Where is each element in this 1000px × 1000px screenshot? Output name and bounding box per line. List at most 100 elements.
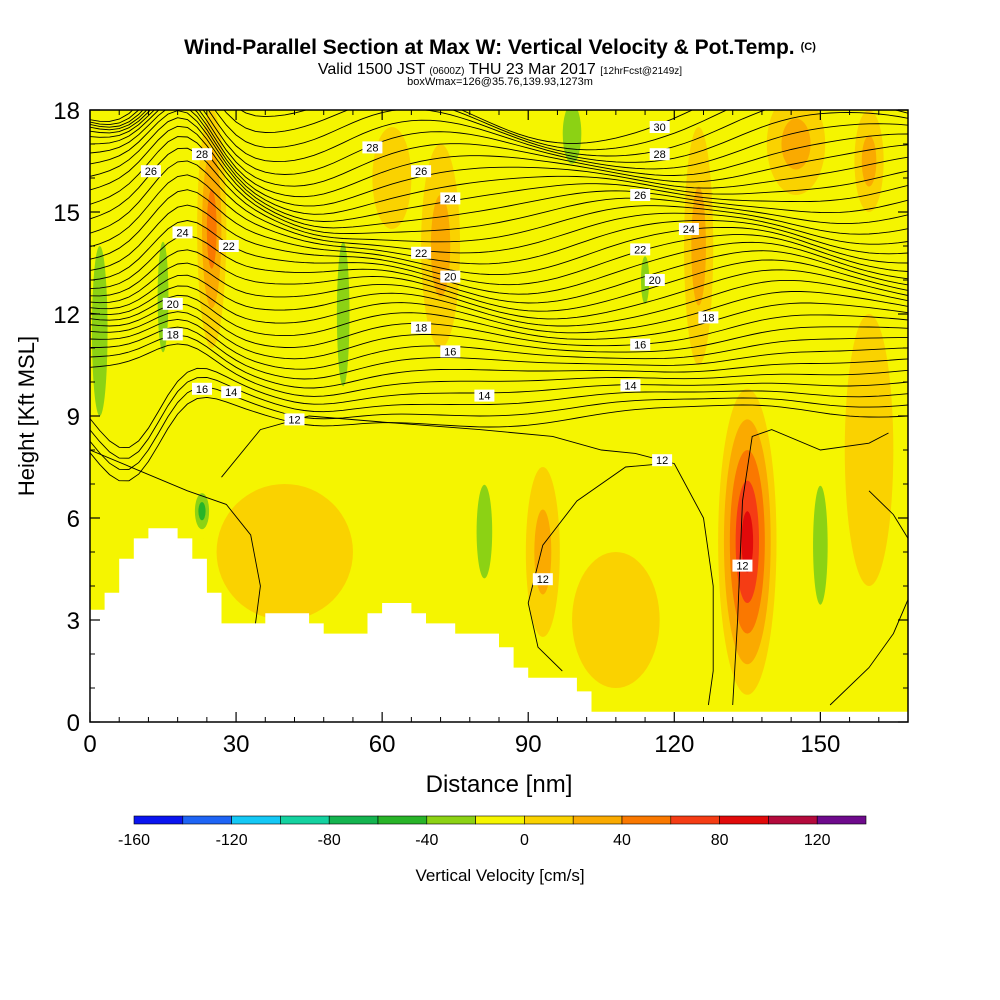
contour-label-bg xyxy=(649,148,670,161)
contour-label-text: 28 xyxy=(654,149,666,161)
contour-label-bg xyxy=(191,382,212,395)
contour-label: 18 xyxy=(698,311,719,324)
subtitle-utc: (0600Z) xyxy=(429,66,465,77)
velocity-band xyxy=(813,485,828,605)
velocity-band xyxy=(91,246,108,416)
contour-label: 14 xyxy=(474,389,495,403)
isentrope-line xyxy=(90,262,908,320)
terrain-mask xyxy=(90,528,908,722)
velocity-band xyxy=(861,135,877,187)
subtitle-run: [12hrFcst@2149z] xyxy=(600,66,683,77)
isentrope-line xyxy=(90,318,908,370)
isentrope-line xyxy=(90,110,908,175)
isentrope-line-12 xyxy=(868,490,908,539)
contour-label: 24 xyxy=(172,226,193,239)
contour-label: 12 xyxy=(284,413,305,426)
chart-title-text: Wind-Parallel Section at Max W: Vertical… xyxy=(184,36,795,59)
colorbar-tick-label: -40 xyxy=(415,832,438,849)
colorbar-swatch xyxy=(377,815,428,825)
colorbar-swatch xyxy=(231,815,281,825)
contour-label: 14 xyxy=(620,379,641,392)
colorbar-swatch xyxy=(719,815,769,825)
colorbar-tick-label: 120 xyxy=(804,832,831,849)
isentrope-line-12 xyxy=(90,449,261,624)
isentrope-line xyxy=(90,174,908,265)
contour-label-text: 24 xyxy=(444,193,456,205)
isentrope-line xyxy=(90,294,908,340)
contour-label-text: 28 xyxy=(196,149,208,161)
isentrope-line xyxy=(90,110,908,163)
velocity-band xyxy=(562,110,582,164)
contour-label-text: 14 xyxy=(624,380,636,392)
contour-label-bg xyxy=(474,389,495,402)
y-tick-label: 0 xyxy=(67,710,80,737)
contour-label-bg xyxy=(218,240,239,252)
contour-label: 20 xyxy=(162,297,183,311)
y-tick-label: 15 xyxy=(53,200,80,227)
x-axis-label: Distance [nm] xyxy=(426,771,573,798)
contour-label: 22 xyxy=(218,240,239,253)
isentrope-line xyxy=(90,249,908,312)
isentrope-line-12 xyxy=(732,429,889,706)
contour-label-bg xyxy=(630,243,651,256)
velocity-band xyxy=(336,241,350,387)
contour-label: 12 xyxy=(652,454,673,467)
velocity-band xyxy=(691,186,706,306)
contour-label-bg xyxy=(440,270,461,283)
contour-label-text: 12 xyxy=(537,574,549,586)
contour-label-bg xyxy=(630,338,651,351)
isentrope-line-12 xyxy=(527,463,665,672)
isentrope-line xyxy=(90,147,908,243)
contour-label: 28 xyxy=(362,141,383,154)
y-tick-label: 9 xyxy=(67,404,80,431)
contour-label: 26 xyxy=(630,189,651,202)
contour-label: 24 xyxy=(440,192,461,205)
x-tick-label: 30 xyxy=(223,731,250,758)
contour-label: 28 xyxy=(649,148,670,161)
contour-label: 12 xyxy=(532,573,553,586)
contour-label-text: 16 xyxy=(196,384,208,396)
isentrope-line xyxy=(90,110,908,187)
contour-label-bg xyxy=(191,148,212,161)
contour-label-text: 14 xyxy=(478,391,490,403)
colorbar-swatch xyxy=(621,815,672,825)
subtitle-valid: Valid 1500 JST xyxy=(317,61,425,78)
contour-label-text: 28 xyxy=(366,142,378,154)
isentrope-line xyxy=(90,367,908,449)
y-tick-label: 12 xyxy=(53,302,80,329)
contour-label-text: 26 xyxy=(415,166,427,178)
colorbar-swatch xyxy=(816,815,867,825)
isentrope-line xyxy=(90,110,908,151)
contour-label: 12 xyxy=(732,559,753,573)
contour-label-text: 18 xyxy=(702,312,714,324)
vertical-velocity-field xyxy=(90,110,894,695)
x-tick-label: 120 xyxy=(654,731,694,758)
colorbar-swatch xyxy=(280,815,330,825)
contour-label-bg xyxy=(411,321,432,334)
contour-label-bg xyxy=(440,345,461,358)
isentrope-line xyxy=(90,110,908,157)
y-axis-label: Height [Kft MSL] xyxy=(14,336,39,496)
chart-subtitle: Valid 1500 JST (0600Z) THU 23 Mar 2017 [… xyxy=(0,61,1000,79)
contour-labels: 28 26 24 22 20 18 16 14 12 28 26 24 22 20 18 16 14 30 28 26… xyxy=(140,121,753,586)
contour-label-text: 12 xyxy=(656,455,668,467)
chart-title-suffix: (C) xyxy=(800,41,816,53)
contour-label-text: 18 xyxy=(167,329,179,341)
colorbar-tick-label: 0 xyxy=(520,832,529,849)
colorbar-swatch xyxy=(426,815,476,825)
contour-label: 16 xyxy=(191,382,212,396)
chart-subtitle-2: boxWmax=126@35.76,139.93,1273m xyxy=(407,76,593,88)
colorbar-tick-label: -120 xyxy=(216,832,248,849)
contour-label-text: 26 xyxy=(634,190,646,202)
axes: 0 30 60 90 120 150 0 3 6 9 12 15 18 Distance [nm] Heig… xyxy=(14,98,908,798)
contour-label-text: 24 xyxy=(176,227,188,239)
terrain xyxy=(90,528,908,722)
contour-label-text: 22 xyxy=(223,241,235,253)
contour-label: 26 xyxy=(411,165,432,178)
isentrope-line xyxy=(90,136,908,235)
colorbar-label: Vertical Velocity [cm/s] xyxy=(415,866,584,885)
contour-label-text: 16 xyxy=(444,346,456,358)
x-tick-label: 0 xyxy=(83,731,96,758)
contour-label-bg xyxy=(140,165,161,178)
isentrope-line xyxy=(90,110,908,207)
